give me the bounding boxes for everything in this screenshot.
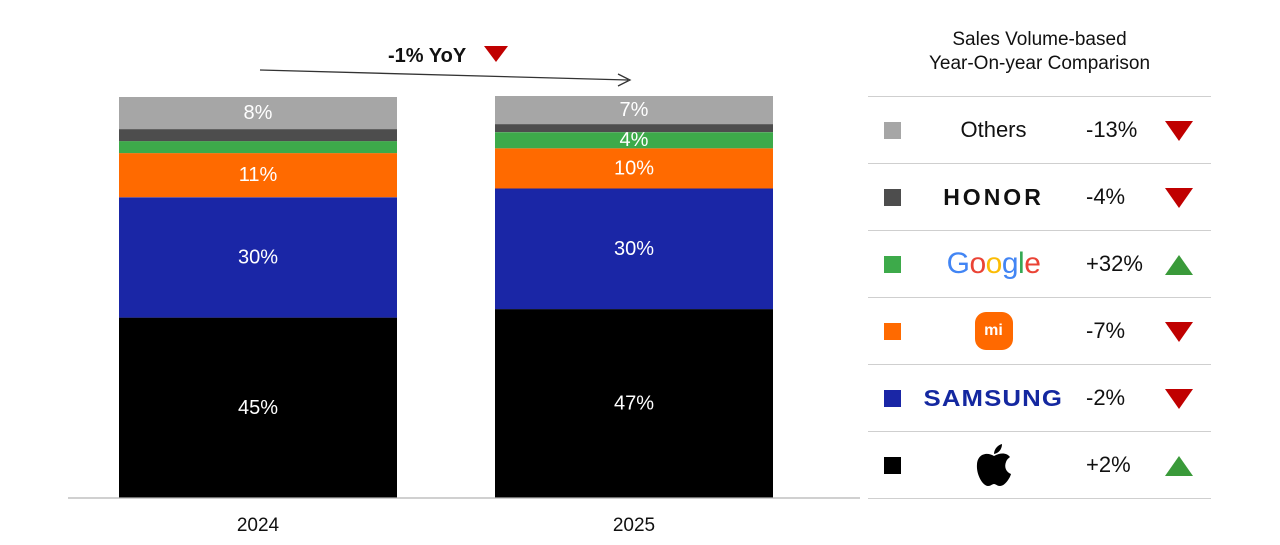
up-triangle-icon [1165, 456, 1193, 476]
bar-segment-xiaomi-2024 [119, 153, 397, 198]
yoy-arrow-head-icon [617, 73, 632, 87]
bar-segment-google-2025 [495, 132, 773, 149]
legend-title-line-2: Year-On-year Comparison [928, 53, 1151, 74]
bar-segment-google-2024 [119, 141, 397, 154]
data-label-others-2024: 8% [244, 102, 273, 124]
apple-logo-icon [976, 444, 1011, 486]
legend-row-google: Google +32% [868, 230, 1211, 297]
data-label-others-2025: 7% [620, 99, 649, 121]
legend-brand: Google [926, 231, 1061, 297]
down-triangle-icon [1165, 121, 1193, 141]
legend-change: -7% [1086, 318, 1126, 343]
bar-segment-apple-2025 [495, 309, 773, 498]
legend-swatch [884, 457, 901, 474]
legend-brand [926, 432, 1061, 498]
legend-row-samsung: SAMSUNG -2% [868, 364, 1211, 431]
down-triangle-icon [1165, 322, 1193, 342]
legend-row-apple: +2% [868, 431, 1211, 499]
data-label-google-2025: 4% [620, 129, 649, 151]
down-triangle-icon [1165, 188, 1193, 208]
legend-row-xiaomi: mi -7% [868, 297, 1211, 364]
bar-segment-others-2024 [119, 97, 397, 130]
google-logo-letter: l [1018, 247, 1025, 280]
bar-segment-honor-2024 [119, 129, 397, 142]
yoy-down-triangle-icon [484, 46, 508, 62]
stacked-bar-chart: 45% 30% 11% 8% 47% 30% 10% 4% 7% 2024 2025 -1% Yo… [68, 45, 860, 536]
bar-segment-others-2025 [495, 96, 773, 125]
google-logo-letter: o [985, 247, 1003, 280]
legend-swatch [884, 390, 901, 407]
google-logo-letter: g [1001, 247, 1019, 280]
google-logo-letter: G [946, 247, 970, 280]
bar-segment-apple-2024 [119, 317, 397, 498]
legend-change: -4% [1086, 184, 1126, 209]
legend-change: +32% [1086, 251, 1143, 276]
legend-panel: Sales Volume-based Year-On-year Comparis… [868, 28, 1211, 499]
yoy-label: -1% YoY [388, 45, 467, 67]
legend-title: Sales Volume-based Year-On-year Comparis… [868, 28, 1211, 96]
google-logo-letter: e [1024, 247, 1041, 280]
legend-swatch [884, 122, 901, 139]
bars-layer: 45% 30% 11% 8% 47% 30% 10% 4% 7% [119, 96, 773, 498]
data-label-apple-2025: 47% [614, 393, 654, 415]
bar-segment-samsung-2024 [119, 197, 397, 318]
legend-row-others: Others -13% [868, 96, 1211, 163]
down-triangle-icon [1165, 389, 1193, 409]
legend-row-honor: HONOR -4% [868, 163, 1211, 230]
legend-brand: HONOR [926, 164, 1061, 230]
x-tick-label-2025: 2025 [613, 515, 655, 536]
legend-change: -2% [1086, 385, 1126, 410]
xiaomi-logo: mi [974, 312, 1013, 350]
brand-others-label: Others [960, 117, 1027, 142]
category-labels: 2024 2025 [237, 515, 655, 536]
legend-swatch [884, 323, 901, 340]
honor-logo: HONOR [943, 183, 1044, 210]
bar-segment-xiaomi-2025 [495, 148, 773, 189]
yoy-arrow-line [259, 69, 629, 81]
bar-segment-honor-2025 [495, 124, 773, 133]
legend-title-line-1: Sales Volume-based [952, 29, 1127, 50]
x-tick-label-2024: 2024 [237, 515, 280, 536]
legend-brand: mi [926, 298, 1061, 364]
up-triangle-icon [1165, 255, 1193, 275]
bar-segment-samsung-2025 [495, 188, 773, 310]
legend-brand: SAMSUNG [923, 365, 1064, 431]
xiaomi-logo-text: mi [984, 322, 1003, 339]
legend-change: +2% [1086, 452, 1131, 477]
legend-brand: Others [926, 97, 1061, 163]
yoy-annotation: -1% YoY [259, 45, 632, 87]
legend-change: -13% [1086, 117, 1138, 142]
samsung-logo: SAMSUNG [923, 384, 1064, 411]
data-label-xiaomi-2025: 10% [614, 157, 654, 179]
data-label-samsung-2024: 30% [238, 246, 278, 268]
data-label-apple-2024: 45% [238, 397, 278, 419]
google-logo-letter: o [969, 247, 986, 280]
data-label-samsung-2025: 30% [614, 238, 654, 260]
data-label-xiaomi-2024: 11% [239, 164, 278, 186]
google-logo: Google [947, 247, 1041, 281]
legend-swatch [884, 189, 901, 206]
legend-swatch [884, 256, 901, 273]
